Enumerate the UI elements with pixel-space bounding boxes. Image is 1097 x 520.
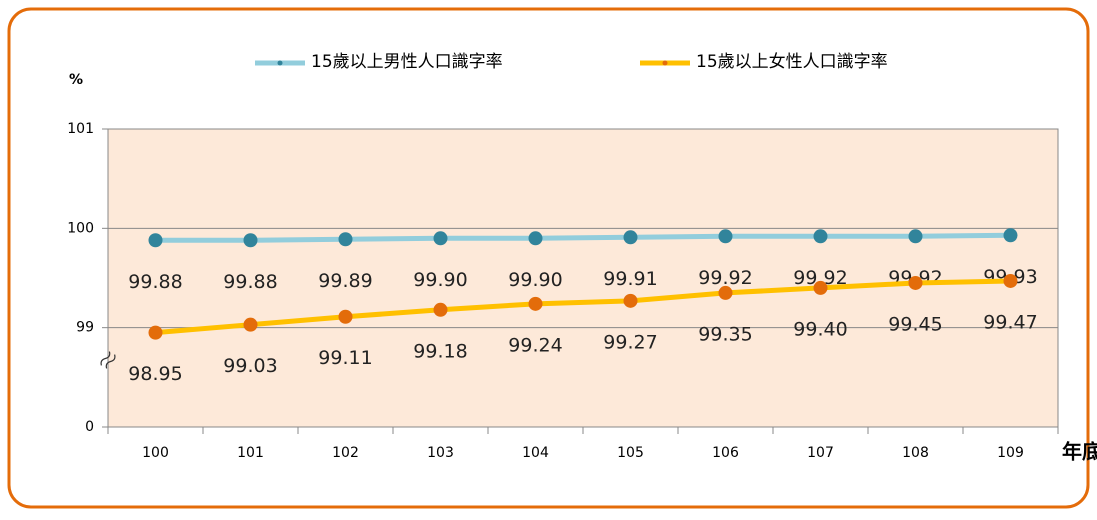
legend-marker [277,60,283,66]
x-tick-label: 106 [712,445,739,461]
marker [243,233,258,248]
plot-area [107,128,1059,428]
marker [148,233,163,248]
marker [433,231,448,246]
marker [433,302,448,317]
y-tick-label: 0 [85,419,94,435]
value-label: 99.24 [508,334,562,356]
marker [718,229,733,244]
x-tick-label: 101 [237,445,264,461]
marker [623,293,638,308]
value-label: 99.40 [793,318,847,340]
marker [528,296,543,311]
value-label: 99.35 [698,323,752,345]
value-label: 99.03 [223,355,277,377]
series-line [155,278,1011,336]
value-label: 99.89 [318,270,372,292]
legend-marker [662,60,668,66]
value-label: 99.92 [793,267,847,289]
marker [1003,273,1018,288]
x-tick-label: 109 [997,445,1024,461]
value-label: 98.95 [128,363,182,385]
marker [718,285,733,300]
x-tick-label: 103 [427,445,454,461]
marker [148,325,163,340]
y-tick-label: 101 [67,121,94,137]
x-tick-label: 105 [617,445,644,461]
y-tick-label: 100 [67,220,94,236]
value-label: 99.88 [128,271,182,293]
value-label: 99.90 [413,269,467,291]
marker [243,317,258,332]
marker [338,232,353,247]
legend-label: 15歲以上男性人口識字率 [311,52,503,72]
value-label: 99.91 [603,268,657,290]
x-tick-label: 100 [142,445,169,461]
marker [623,230,638,245]
marker [813,280,828,295]
x-tick-label: 107 [807,445,834,461]
x-tick-label: 108 [902,445,929,461]
y-tick-label: 99 [76,320,94,336]
x-axis-label: 年底 [1062,440,1097,464]
series-line [155,232,1011,243]
axis-break [100,351,116,369]
value-label: 99.45 [888,313,942,335]
legend-label: 15歲以上女性人口識字率 [696,52,888,72]
y-axis-label: % [69,72,83,88]
marker [908,229,923,244]
value-label: 99.47 [983,311,1037,333]
value-label: 99.88 [223,271,277,293]
value-label: 99.18 [413,340,467,362]
x-tick-label: 104 [522,445,549,461]
marker [338,309,353,324]
value-label: 99.11 [318,347,372,369]
value-label: 99.92 [698,267,752,289]
x-tick-label: 102 [332,445,359,461]
value-label: 99.90 [508,269,562,291]
marker [908,275,923,290]
marker [813,229,828,244]
marker [1003,228,1018,243]
marker [528,231,543,246]
value-label: 99.27 [603,331,657,353]
